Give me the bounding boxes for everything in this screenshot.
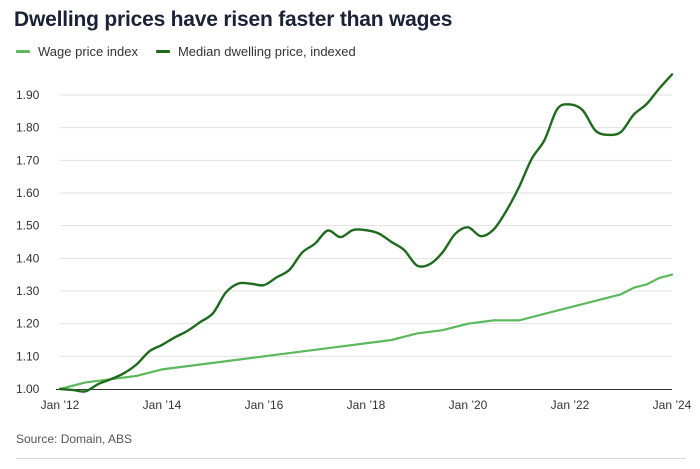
y-tick-label: 1.40 [16,251,40,265]
legend-swatch-dwelling [155,50,170,53]
legend-swatch-wage [16,50,30,53]
y-tick-label: 1.50 [16,219,40,233]
y-tick-label: 1.30 [16,284,40,298]
x-tick-label: Jan ’12 [41,398,80,412]
page-title: Dwelling prices have risen faster than w… [14,8,453,31]
x-tick-label: Jan ’20 [449,398,488,412]
grid-lines [60,94,672,357]
x-tick-label: Jan ’22 [551,398,590,412]
legend-item-dwelling: Median dwelling price, indexed [155,44,356,59]
bottom-divider [16,458,686,459]
x-tick-label: Jan ’18 [347,398,386,412]
y-tick-label: 1.80 [16,121,40,135]
line-chart: 1.00 1.10 1.20 1.30 1.40 1.50 1.60 1.70 1.80 1.90… [16,73,692,412]
legend-label-wage: Wage price index [38,44,138,59]
legend-item-wage: Wage price index [16,44,138,59]
y-axis-ticks: 1.00 1.10 1.20 1.30 1.40 1.50 1.60 1.70 1.80 1.90 [16,88,40,396]
chart-legend: Wage price index Median dwelling price, … [16,44,374,59]
legend-label-dwelling: Median dwelling price, indexed [177,44,356,59]
source-note: Source: Domain, ABS [16,432,133,446]
series-lines [58,73,674,393]
y-tick-label: 1.20 [16,317,40,331]
x-tick-label: Jan ’16 [245,398,284,412]
y-tick-label: 1.70 [16,153,40,167]
y-tick-label: 1.60 [16,186,40,200]
y-tick-label: 1.90 [16,88,40,102]
x-tick-label: Jan ’14 [143,398,182,412]
series-line-wage-price-index [58,273,674,391]
series-line-median-dwelling-price [58,73,674,393]
y-tick-label: 1.10 [16,349,40,363]
x-axis-ticks: Jan ’12 Jan ’14 Jan ’16 Jan ’18 Jan ’20 Jan ’… [41,398,692,412]
x-tick-label: Jan ’24 [653,398,692,412]
y-tick-label: 1.00 [16,382,40,396]
